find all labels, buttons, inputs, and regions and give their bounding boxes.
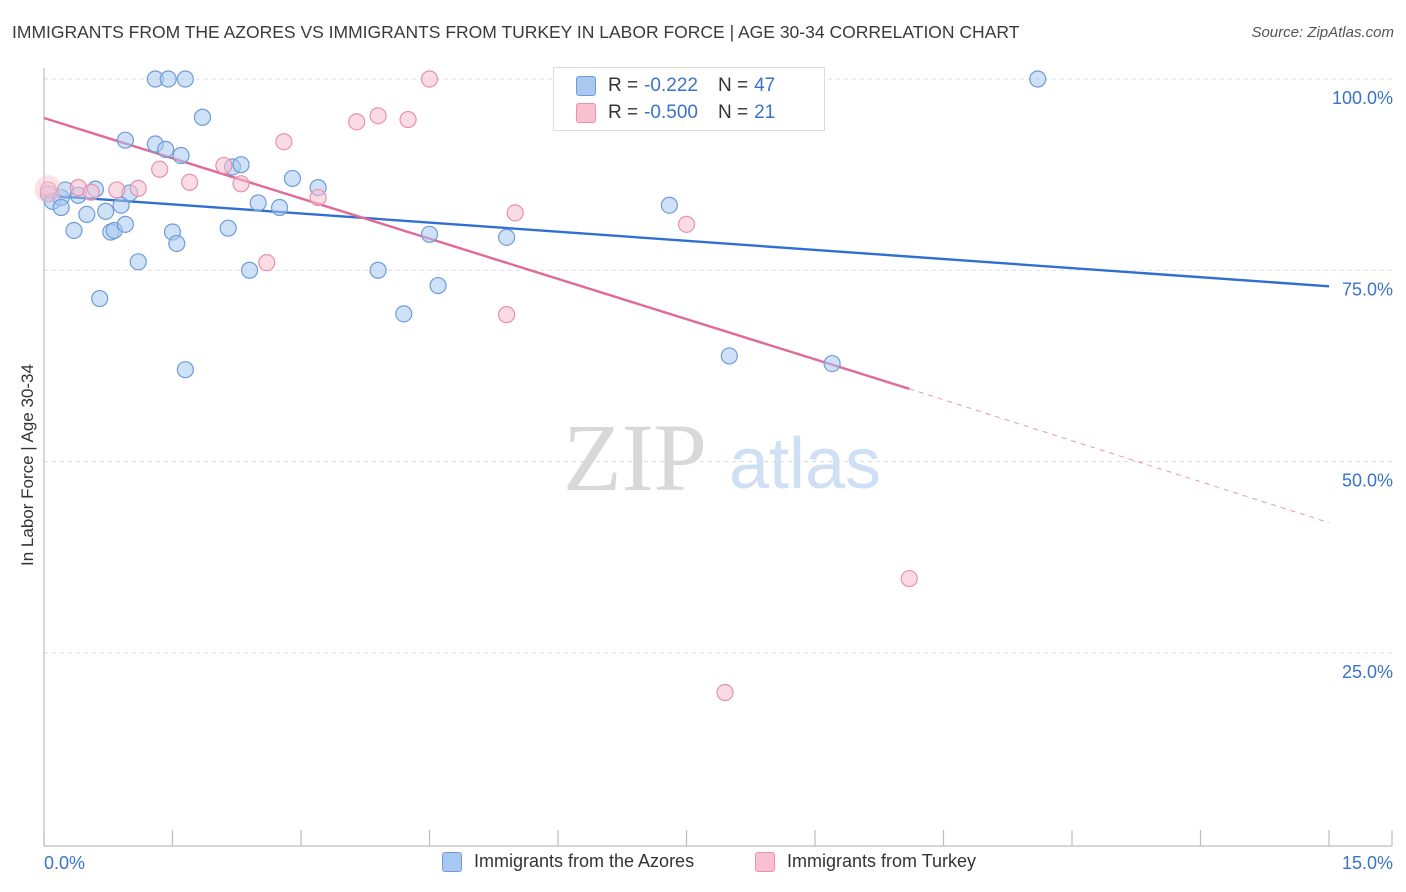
data-point-azores (172, 146, 190, 165)
data-point-azores (157, 140, 175, 158)
data-point-azores (159, 70, 177, 88)
data-point-turkey (677, 215, 696, 233)
data-point-turkey (506, 204, 524, 222)
data-point-azores (78, 205, 96, 224)
legend-label-azores: Immigrants from the Azores (474, 851, 695, 871)
data-point-azores (249, 194, 267, 212)
data-point-azores (116, 215, 134, 233)
data-point-turkey (151, 160, 169, 178)
series-legend: Immigrants from the Azores Immigrants fr… (0, 851, 1406, 877)
legend-item-azores: Immigrants from the Azores (442, 851, 694, 872)
x-tick-label-right: 15.0% (1342, 853, 1393, 873)
data-point-azores (420, 225, 439, 243)
watermark-zip: ZIP (563, 404, 707, 511)
watermark: ZIP atlas (563, 404, 881, 511)
legend-swatch-azores (576, 76, 596, 96)
x-tick-label-left: 0.0% (44, 853, 85, 873)
data-point-azores (176, 70, 194, 88)
data-points (34, 70, 1047, 702)
data-point-turkey (309, 188, 327, 207)
data-point-azores (193, 108, 212, 126)
legend-r-label: R = (608, 102, 639, 123)
data-point-azores (270, 198, 289, 217)
data-point-azores (498, 228, 516, 246)
data-point-azores (1029, 70, 1047, 88)
axes (43, 68, 1393, 847)
y-tick-label: 75.0% (1342, 279, 1393, 299)
legend-row-azores: R = -0.222 N = 47 (576, 74, 775, 98)
data-point-turkey (369, 107, 387, 125)
y-tick-label: 25.0% (1342, 662, 1393, 682)
data-point-turkey (900, 569, 918, 588)
y-axis-label: In Labor Force | Age 30-34 (18, 364, 37, 566)
data-point-azores (97, 202, 115, 220)
data-point-azores (219, 219, 237, 237)
data-point-turkey (258, 254, 276, 272)
legend-n-value-turkey: 21 (754, 102, 776, 123)
trend-line-turkey (43, 116, 910, 390)
legend-n-label: N = (717, 75, 749, 96)
trend-line-azores (43, 194, 1330, 288)
data-point-turkey (348, 113, 366, 131)
data-point-turkey (716, 683, 734, 702)
trend-line-turkey-extension (909, 388, 1330, 524)
data-point-azores (129, 253, 147, 271)
data-point-azores (283, 169, 302, 188)
y-axis-label-wrap: In Labor Force | Age 30-34 (18, 364, 38, 566)
y-tick-label: 50.0% (1342, 471, 1393, 491)
data-point-azores (65, 221, 83, 240)
stats-legend: R = -0.222 N = 47 R = -0.500 N = 21 (553, 67, 825, 131)
data-point-azores (429, 276, 447, 295)
legend-row-turkey: R = -0.500 N = 21 (576, 101, 775, 125)
tick-labels: 100.0% 75.0% 50.0% 25.0% 0.0% 15.0% (44, 88, 1393, 873)
data-point-azores (91, 289, 109, 308)
legend-r-value-turkey: -0.500 (644, 102, 698, 123)
data-point-azores (241, 261, 259, 279)
legend-n-value-azores: 47 (754, 75, 776, 96)
y-tick-label: 100.0% (1332, 88, 1393, 108)
watermark-atlas: atlas (729, 424, 881, 504)
data-point-turkey (39, 181, 57, 199)
data-point-turkey (275, 133, 293, 151)
legend-item-turkey: Immigrants from Turkey (755, 851, 976, 872)
data-point-azores (369, 261, 387, 279)
data-point-azores (395, 305, 413, 323)
data-point-azores (232, 156, 250, 174)
legend-n-label: N = (717, 102, 749, 123)
source-credit: Source: ZipAtlas.com (1251, 24, 1394, 41)
data-point-turkey (399, 110, 417, 129)
data-point-azores (116, 131, 134, 149)
data-point-turkey (181, 173, 199, 191)
data-point-azores (660, 196, 678, 214)
data-point-turkey (215, 156, 233, 175)
legend-r-value-azores: -0.222 (644, 75, 698, 96)
data-point-azores (176, 361, 194, 379)
legend-swatch-turkey (755, 851, 775, 872)
data-point-turkey (129, 179, 147, 197)
data-point-turkey (232, 175, 250, 193)
data-point-turkey (82, 183, 100, 201)
data-point-azores (168, 234, 186, 253)
data-point-turkey (498, 306, 516, 324)
legend-swatch-azores (442, 851, 462, 872)
legend-r-label: R = (608, 75, 639, 96)
chart-title: IMMIGRANTS FROM THE AZORES VS IMMIGRANTS… (12, 22, 1020, 42)
data-point-turkey (34, 175, 63, 204)
data-point-turkey (420, 70, 439, 88)
data-point-azores (52, 198, 70, 217)
legend-swatch-turkey (576, 103, 596, 123)
data-point-azores (823, 354, 841, 373)
data-point-turkey (108, 181, 126, 199)
legend-label-turkey: Immigrants from Turkey (787, 851, 977, 871)
data-point-azores (720, 347, 738, 365)
